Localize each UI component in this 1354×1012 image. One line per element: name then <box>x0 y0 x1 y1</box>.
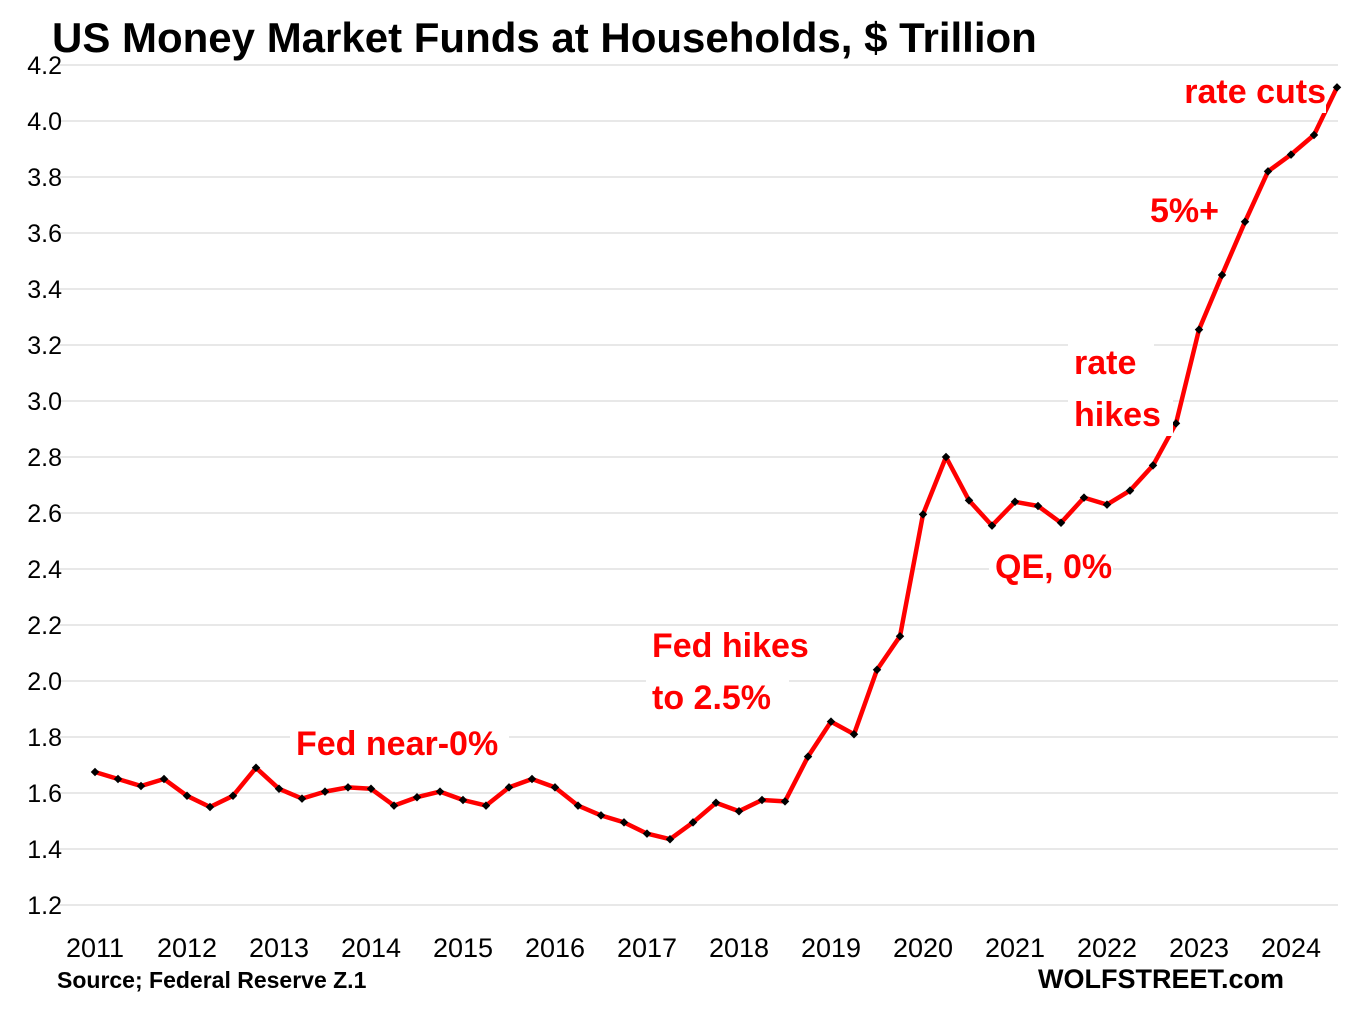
data-point <box>1171 419 1181 428</box>
data-point <box>412 792 422 802</box>
x-tick-label: 2024 <box>1261 933 1321 963</box>
chart-title: US Money Market Funds at Households, $ T… <box>52 14 1037 61</box>
annotation-background <box>646 627 827 667</box>
y-tick-label: 1.8 <box>27 724 62 752</box>
data-point <box>596 811 606 820</box>
data-point <box>481 801 491 810</box>
y-tick-label: 2.6 <box>27 500 62 528</box>
y-tick-label: 3.0 <box>27 388 62 416</box>
brand-label: WOLFSTREET.com <box>1038 964 1284 994</box>
x-tick-label: 2016 <box>525 933 585 963</box>
data-point <box>435 787 445 796</box>
data-point <box>1010 497 1020 507</box>
y-tick-label: 3.8 <box>27 164 62 192</box>
source-label: Source; Federal Reserve Z.1 <box>57 967 367 993</box>
x-tick-label: 2014 <box>341 933 401 963</box>
data-point <box>389 801 399 810</box>
data-point <box>1194 325 1204 334</box>
x-tick-label: 2021 <box>985 933 1045 963</box>
data-point <box>780 797 790 806</box>
x-tick-label: 2011 <box>66 933 124 963</box>
y-tick-label: 1.6 <box>27 780 62 808</box>
data-point <box>1217 270 1227 280</box>
annotation-background <box>290 725 509 765</box>
data-point <box>918 510 928 519</box>
x-tick-labels: 2011 2012 2013 2014 2015 2016 2017 2018 2019 2020… <box>66 933 1321 963</box>
y-tick-label: 1.2 <box>27 892 62 920</box>
data-point <box>297 794 307 803</box>
data-point <box>343 783 353 792</box>
x-tick-label: 2013 <box>249 933 309 963</box>
annotation-label: hikes <box>1074 396 1161 434</box>
x-tick-label: 2017 <box>617 933 677 963</box>
x-tick-label: 2022 <box>1077 933 1137 963</box>
data-point <box>1033 501 1043 511</box>
data-point <box>320 787 330 796</box>
data-point <box>1125 486 1135 495</box>
annotation-background <box>1145 73 1326 113</box>
y-tick-label: 3.4 <box>27 276 62 304</box>
annotation-label: to 2.5% <box>652 679 771 717</box>
annotation-background <box>646 679 789 719</box>
annotation-label: Fed hikes <box>652 627 809 665</box>
annotation-label: Fed near-0% <box>296 725 498 763</box>
data-point <box>1102 500 1112 509</box>
data-point <box>642 829 652 838</box>
x-tick-label: 2020 <box>893 933 953 963</box>
annotation-background <box>1068 396 1173 436</box>
data-point <box>757 795 767 805</box>
data-point <box>734 806 744 816</box>
y-tick-label: 4.2 <box>27 52 62 80</box>
data-point <box>619 818 629 827</box>
x-tick-label: 2018 <box>709 933 769 963</box>
data-point <box>665 834 675 844</box>
data-point <box>941 452 951 462</box>
annotation-background <box>1068 344 1154 384</box>
x-tick-label: 2012 <box>157 933 217 963</box>
x-tick-label: 2019 <box>801 933 861 963</box>
annotation-label: rate cuts <box>1184 73 1326 111</box>
data-point <box>872 665 882 675</box>
y-tick-label: 3.6 <box>27 220 62 248</box>
annotation-background <box>1144 192 1211 232</box>
y-tick-labels: 1.2 1.4 1.6 1.8 2.0 2.2 2.4 2.6 2.8 3.0 3.2 3.4 3.6 3… <box>27 52 62 920</box>
annotation-label: rate <box>1074 344 1136 382</box>
y-tick-label: 2.0 <box>27 668 62 696</box>
annotation-label: QE, 0% <box>995 548 1112 586</box>
data-point <box>849 729 859 739</box>
data-point <box>688 818 698 827</box>
y-tick-label: 2.2 <box>27 612 62 640</box>
data-point <box>366 784 376 794</box>
data-point <box>550 783 560 792</box>
y-tick-label: 2.8 <box>27 444 62 472</box>
data-point <box>1148 461 1158 470</box>
x-tick-label: 2023 <box>1169 933 1229 963</box>
data-point <box>987 521 997 530</box>
data-point <box>826 717 836 726</box>
y-tick-label: 4.0 <box>27 108 62 136</box>
data-point <box>803 752 813 761</box>
data-point <box>1056 518 1066 528</box>
data-point <box>458 795 468 805</box>
data-point <box>711 798 721 808</box>
data-point <box>504 783 514 792</box>
x-tick-label: 2015 <box>433 933 493 963</box>
data-point <box>1079 493 1089 502</box>
data-point <box>274 784 284 794</box>
y-tick-label: 1.4 <box>27 836 62 864</box>
data-point <box>527 774 537 784</box>
data-point <box>573 801 583 810</box>
gridlines <box>58 64 1338 906</box>
annotations: Fed near-0% Fed hikes to 2.5% QE, 0% rate hik… <box>290 73 1326 765</box>
data-point <box>964 496 974 505</box>
annotation-label: 5%+ <box>1150 192 1219 230</box>
y-tick-label: 3.2 <box>27 332 62 360</box>
y-tick-label: 2.4 <box>27 556 62 584</box>
data-point <box>895 631 905 641</box>
annotation-background <box>989 548 1113 588</box>
